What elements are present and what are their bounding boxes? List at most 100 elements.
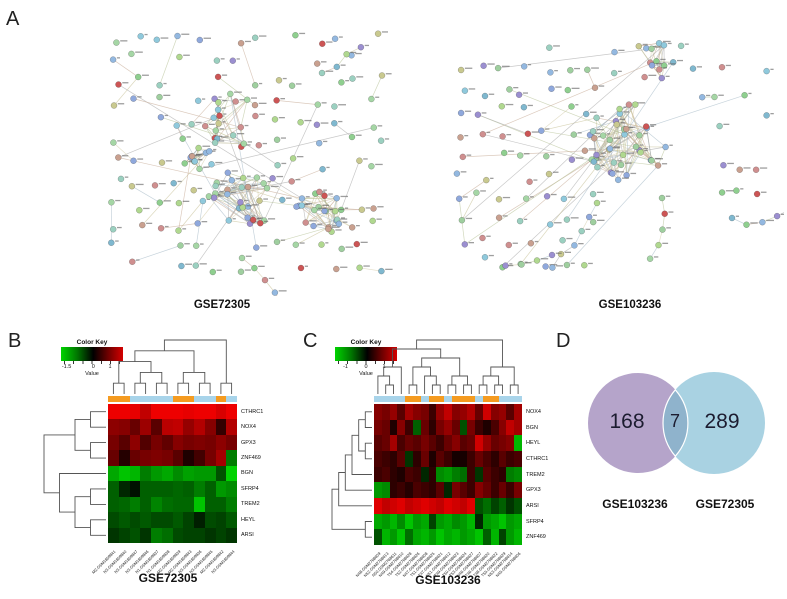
network-node xyxy=(659,226,666,233)
heatmap-cell xyxy=(118,419,130,435)
network-node-label xyxy=(355,134,362,136)
column-group-cell xyxy=(506,396,515,402)
column-group-cell xyxy=(514,396,523,402)
column-group-cell xyxy=(118,396,130,402)
network-node-label xyxy=(286,197,292,199)
network-node xyxy=(524,130,532,138)
network-edge xyxy=(199,127,374,170)
network-node-label xyxy=(590,111,597,113)
network-edge xyxy=(541,130,637,148)
network-edge xyxy=(566,62,674,220)
heatmap-cell xyxy=(498,466,507,483)
network-node xyxy=(533,257,541,264)
network-node-label xyxy=(345,207,349,209)
network-node-label xyxy=(305,203,313,205)
network-node-label xyxy=(525,262,532,264)
gene-label: HEYL xyxy=(526,440,541,447)
heatmap-cell xyxy=(381,529,390,545)
network-node-label xyxy=(725,64,731,67)
heatmap-cell xyxy=(405,419,413,436)
network-node-label xyxy=(115,240,119,242)
network-node-label xyxy=(377,125,383,127)
network-edge xyxy=(477,114,529,135)
network-node-label xyxy=(555,252,562,254)
network-node xyxy=(455,195,463,202)
heatmap-cell xyxy=(374,419,382,436)
heatmap-cell xyxy=(140,465,151,482)
network-node-label xyxy=(597,219,605,221)
heatmap-cell xyxy=(129,465,141,482)
heatmap-cell xyxy=(498,482,507,498)
network-node-label xyxy=(522,92,528,94)
network-node xyxy=(210,194,218,201)
network-node xyxy=(526,178,533,186)
network-node-label xyxy=(648,74,657,76)
heatmap-cell xyxy=(374,451,382,467)
heatmap-cell xyxy=(172,419,184,435)
network-edge xyxy=(638,42,660,47)
heatmap-cell xyxy=(161,496,173,513)
network-node-label xyxy=(570,217,579,219)
network-node-label xyxy=(643,148,649,150)
network-node xyxy=(251,82,259,89)
heatmap-cell xyxy=(129,496,141,513)
network-node-label xyxy=(460,171,467,173)
network-node-label xyxy=(223,113,227,115)
network-node-label xyxy=(667,42,672,45)
heatmap-cell xyxy=(226,496,237,513)
network-node-label xyxy=(588,148,596,150)
network-node-label xyxy=(135,183,144,186)
network-edge xyxy=(276,227,329,243)
network-node xyxy=(338,79,345,86)
network-node xyxy=(158,159,166,166)
network-node xyxy=(370,124,378,131)
network-node xyxy=(225,217,233,224)
column-group-cell xyxy=(374,396,382,402)
network-caption-gse103236: GSE103236 xyxy=(598,299,662,311)
network-node-label xyxy=(340,195,348,198)
heatmap-cell xyxy=(514,466,522,483)
network-node xyxy=(461,87,469,94)
heatmap-cell xyxy=(514,513,522,530)
network-node-label xyxy=(117,103,125,105)
heatmap-cell xyxy=(204,450,216,466)
dendrogram-lines xyxy=(43,411,106,536)
network-node xyxy=(128,182,136,190)
network-node-label xyxy=(200,243,204,245)
network-edge xyxy=(619,108,627,176)
network-node-label xyxy=(655,63,664,65)
network-node xyxy=(188,153,196,160)
network-node xyxy=(515,91,523,99)
network-node xyxy=(481,92,489,100)
heatmap-cell xyxy=(215,527,227,543)
heatmap-cell xyxy=(451,419,460,436)
network-node xyxy=(358,206,366,213)
network-node-label xyxy=(360,241,368,243)
network-node-label xyxy=(618,49,625,51)
heatmap-cell xyxy=(172,512,184,528)
heatmap-cell xyxy=(412,513,421,530)
network-node-label xyxy=(650,125,655,127)
network-edge xyxy=(228,220,251,225)
heatmap-cell xyxy=(129,450,141,466)
heatmap-cell xyxy=(118,404,130,420)
network-node xyxy=(288,178,295,185)
network-node-label xyxy=(375,96,380,98)
network-node-label xyxy=(356,76,364,78)
network-node-label xyxy=(244,269,251,271)
network-node-label xyxy=(340,266,348,268)
network-node-label xyxy=(295,179,301,181)
network-node-label xyxy=(567,196,576,198)
heatmap-cell xyxy=(420,513,429,530)
network-node xyxy=(614,176,622,184)
network-node-label xyxy=(280,98,285,100)
heatmap-cell xyxy=(118,527,130,543)
network-node-label xyxy=(575,157,584,159)
network-node xyxy=(244,183,252,191)
network-node-label xyxy=(574,67,580,70)
network-node-label xyxy=(341,217,345,219)
heatmap-cell xyxy=(436,466,445,483)
network-node xyxy=(457,66,465,74)
heatmap-cell xyxy=(459,466,468,483)
network-node xyxy=(130,95,137,102)
